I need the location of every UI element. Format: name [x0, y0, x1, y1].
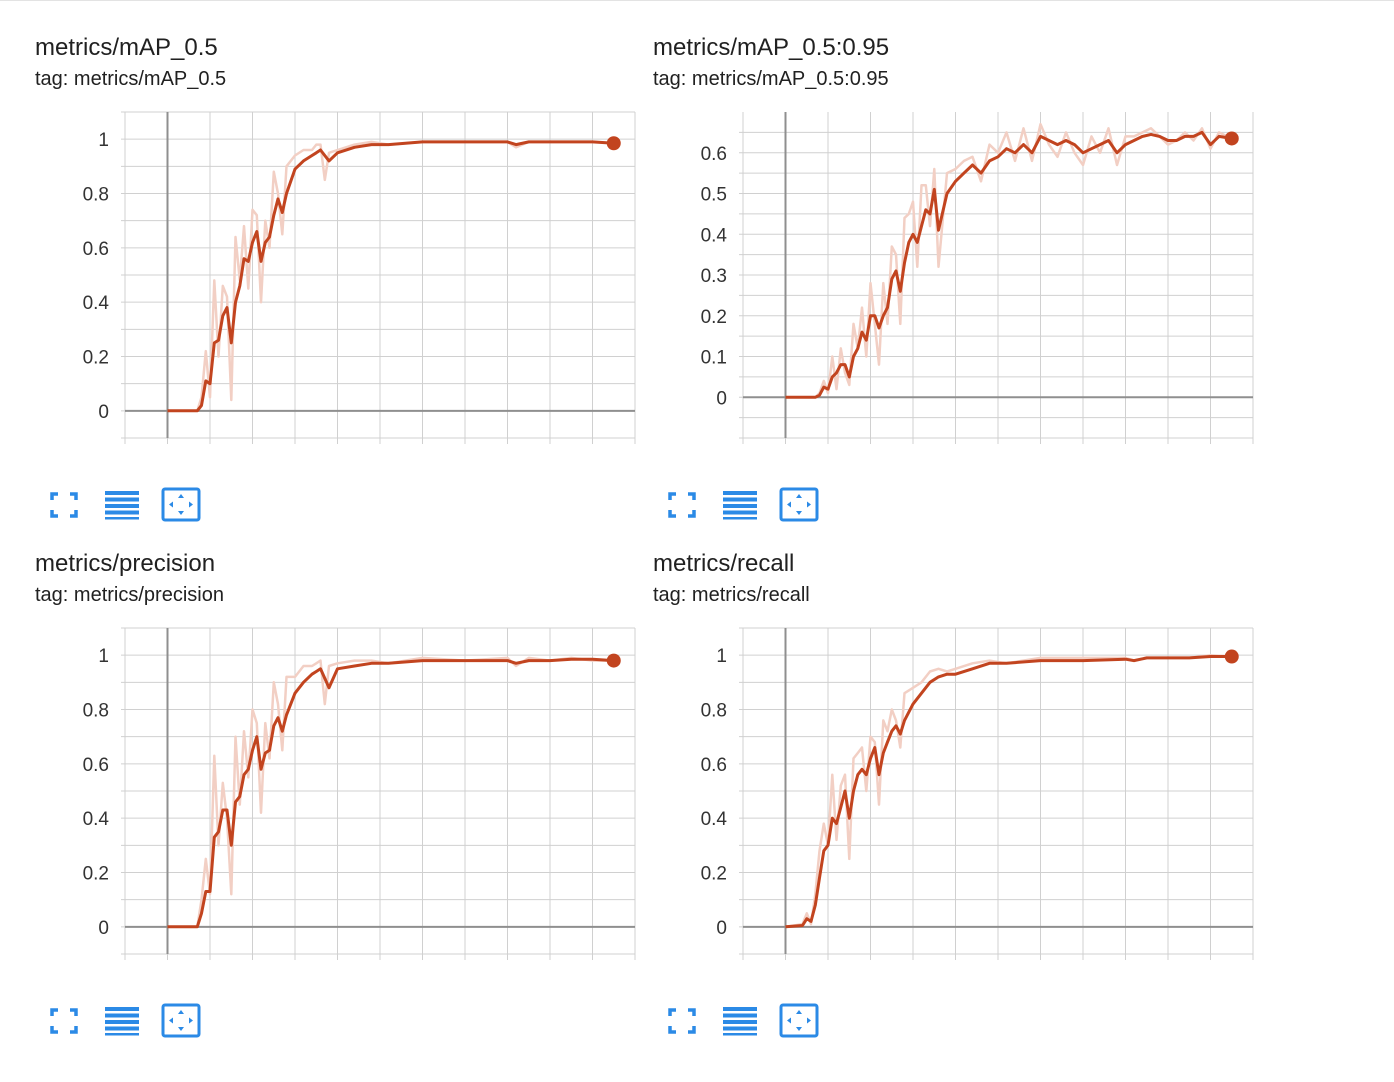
- y-tick-label: 0.6: [701, 144, 727, 165]
- y-tick-label: 1: [98, 130, 109, 151]
- chart-title: metrics/precision: [35, 550, 216, 577]
- y-tick-label: 0.2: [701, 307, 727, 328]
- chart-toolbar: [667, 487, 867, 527]
- line-chart[interactable]: 0 0.1 0.2 0.3 0.4 0.5 0.6: [653, 0, 1273, 470]
- line-chart[interactable]: 0 0.2 0.4 0.6 0.8 1: [35, 516, 655, 986]
- y-tick-label: 0.2: [701, 864, 727, 885]
- y-tick-label: 1: [98, 646, 109, 667]
- chart-card-recall: metrics/recall tag: metrics/recall 0 0.2 0…: [653, 516, 1273, 1038]
- fullscreen-button[interactable]: [49, 1003, 79, 1044]
- y-tick-label: 0.6: [83, 239, 109, 260]
- fit-domain-button[interactable]: [779, 487, 819, 528]
- y-tick-label: 0.6: [83, 755, 109, 776]
- fullscreen-icon: [668, 492, 696, 518]
- grid: [121, 111, 636, 444]
- y-tick-label: 0.8: [83, 185, 109, 206]
- smoothed-series-line: [785, 130, 1233, 399]
- y-tick-label: 0.5: [701, 185, 727, 206]
- list-lines-icon: [105, 1007, 139, 1036]
- line-chart[interactable]: 0 0.2 0.4 0.6 0.8 1: [653, 516, 1273, 986]
- fullscreen-icon: [50, 492, 78, 518]
- grid: [739, 627, 1254, 960]
- smoothed-series-line: [167, 140, 614, 413]
- fullscreen-button[interactable]: [667, 487, 697, 528]
- y-tick-label: 0: [98, 918, 109, 939]
- fit-domain-icon: [779, 1003, 819, 1038]
- y-tick-label: 0.8: [83, 701, 109, 722]
- chart-tag: tag: metrics/recall: [653, 584, 810, 606]
- list-lines-icon: [723, 1007, 757, 1036]
- last-value-marker: [1224, 131, 1239, 146]
- smoothed-series-line: [785, 655, 1232, 929]
- y-tick-label: 0.2: [83, 348, 109, 369]
- y-tick-label: 0.2: [83, 864, 109, 885]
- chart-title: metrics/mAP_0.5:0.95: [653, 34, 890, 61]
- grid: [739, 112, 1254, 444]
- chart-card-map-05: metrics/mAP_0.5 tag: metrics/mAP_0.5 0 0.…: [35, 0, 655, 522]
- raw-series-line: [785, 122, 1233, 399]
- fullscreen-button[interactable]: [49, 487, 79, 528]
- chart-title: metrics/recall: [653, 550, 795, 577]
- fit-domain-button[interactable]: [779, 1003, 819, 1044]
- y-tick-label: 0: [716, 388, 727, 409]
- last-value-marker: [606, 653, 621, 668]
- chart-tag: tag: metrics/mAP_0.5: [35, 68, 227, 90]
- chart-card-precision: metrics/precision tag: metrics/precision…: [35, 516, 655, 1038]
- y-tick-label: 0: [98, 402, 109, 423]
- y-tick-label: 1: [716, 646, 727, 667]
- y-tick-label: 0.4: [701, 225, 728, 246]
- fit-domain-button[interactable]: [161, 1003, 201, 1044]
- fullscreen-button[interactable]: [667, 1003, 697, 1044]
- y-tick-label: 0.1: [701, 348, 727, 369]
- y-tick-label: 0.8: [701, 701, 727, 722]
- smoothed-series-line: [167, 657, 614, 929]
- last-value-marker: [1224, 649, 1239, 664]
- toggle-log-scale-button[interactable]: [105, 487, 141, 528]
- chart-card-map-05-095: metrics/mAP_0.5:0.95 tag: metrics/mAP_0.…: [653, 0, 1273, 522]
- top-divider: [0, 0, 1394, 1]
- chart-toolbar: [49, 1003, 249, 1043]
- chart-tag: tag: metrics/mAP_0.5:0.95: [653, 68, 889, 90]
- y-tick-label: 0.6: [701, 755, 727, 776]
- toggle-log-scale-button[interactable]: [723, 487, 759, 528]
- chart-toolbar: [49, 487, 249, 527]
- fullscreen-icon: [50, 1008, 78, 1034]
- toggle-log-scale-button[interactable]: [723, 1003, 759, 1044]
- y-tick-label: 0.4: [83, 809, 110, 830]
- fit-domain-icon: [779, 487, 819, 522]
- list-lines-icon: [723, 491, 757, 520]
- chart-tag: tag: metrics/precision: [35, 584, 224, 606]
- raw-series-line: [167, 140, 614, 413]
- fit-domain-button[interactable]: [161, 487, 201, 528]
- grid: [121, 627, 636, 960]
- y-tick-label: 0.4: [83, 293, 110, 314]
- chart-title: metrics/mAP_0.5: [35, 34, 218, 61]
- fit-domain-icon: [161, 1003, 201, 1038]
- y-tick-label: 0.4: [701, 809, 728, 830]
- line-chart[interactable]: 0 0.2 0.4 0.6 0.8 1: [35, 0, 655, 470]
- last-value-marker: [606, 136, 621, 151]
- list-lines-icon: [105, 491, 139, 520]
- y-tick-label: 0.3: [701, 266, 727, 287]
- chart-toolbar: [667, 1003, 867, 1043]
- toggle-log-scale-button[interactable]: [105, 1003, 141, 1044]
- fullscreen-icon: [668, 1008, 696, 1034]
- y-tick-label: 0: [716, 918, 727, 939]
- fit-domain-icon: [161, 487, 201, 522]
- raw-series-line: [167, 656, 614, 929]
